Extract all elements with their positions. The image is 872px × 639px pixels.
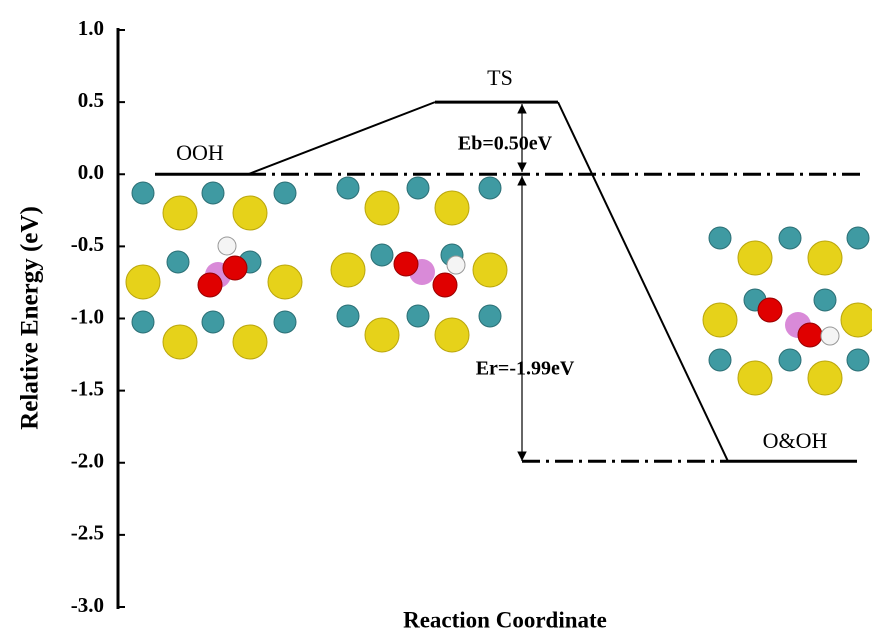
atom: [435, 318, 469, 352]
connector: [248, 102, 435, 174]
atom: [709, 227, 731, 249]
y-tick-label: -1.5: [71, 376, 104, 400]
atom: [132, 311, 154, 333]
x-axis-title: Reaction Coordinate: [403, 607, 607, 632]
state-label: OOH: [176, 140, 224, 165]
atom: [218, 237, 236, 255]
annotation: Er=-1.99eV: [476, 358, 575, 380]
atom: [479, 177, 501, 199]
state-label: O&OH: [763, 428, 828, 453]
atom: [233, 196, 267, 230]
atom: [337, 177, 359, 199]
y-tick-label: 0.5: [78, 88, 104, 112]
atom: [738, 241, 772, 275]
atom: [268, 265, 302, 299]
annotation: Eb=0.50eV: [458, 133, 553, 155]
atom: [365, 318, 399, 352]
atom: [738, 361, 772, 395]
atom: [407, 177, 429, 199]
atom: [163, 196, 197, 230]
atom: [274, 311, 296, 333]
atom: [841, 303, 872, 337]
atom: [814, 289, 836, 311]
atom: [371, 244, 393, 266]
atom: [798, 323, 822, 347]
atom: [703, 303, 737, 337]
atom: [779, 349, 801, 371]
atom: [223, 256, 247, 280]
atom: [821, 327, 839, 345]
atom: [202, 182, 224, 204]
y-tick-label: -0.5: [71, 232, 104, 256]
state-label: TS: [487, 65, 513, 90]
atom: [473, 253, 507, 287]
atom: [779, 227, 801, 249]
atom: [274, 182, 296, 204]
atom: [433, 273, 457, 297]
atom: [198, 273, 222, 297]
chart: Relative Energy (eV) Reaction Coordinate…: [0, 0, 872, 639]
connector: [558, 102, 728, 461]
atom: [233, 325, 267, 359]
y-axis-title: Relative Energy (eV): [17, 206, 44, 430]
atom: [331, 253, 365, 287]
atom: [202, 311, 224, 333]
atom: [758, 298, 782, 322]
atom: [163, 325, 197, 359]
atom: [435, 191, 469, 225]
y-tick-label: 0.0: [78, 160, 104, 184]
y-tick-label: -2.5: [71, 521, 104, 545]
atom: [132, 182, 154, 204]
y-tick-label: -1.0: [71, 304, 104, 328]
atom: [479, 305, 501, 327]
y-tick-label: -2.0: [71, 449, 104, 473]
atom: [337, 305, 359, 327]
atom: [394, 252, 418, 276]
y-tick-label: -3.0: [71, 593, 104, 617]
atom: [808, 361, 842, 395]
atom: [847, 227, 869, 249]
atom: [808, 241, 842, 275]
y-tick-label: 1.0: [78, 16, 104, 40]
atom: [365, 191, 399, 225]
atom: [407, 305, 429, 327]
atom: [847, 349, 869, 371]
atom: [167, 251, 189, 273]
atom: [126, 265, 160, 299]
atom: [709, 349, 731, 371]
atom: [447, 256, 465, 274]
